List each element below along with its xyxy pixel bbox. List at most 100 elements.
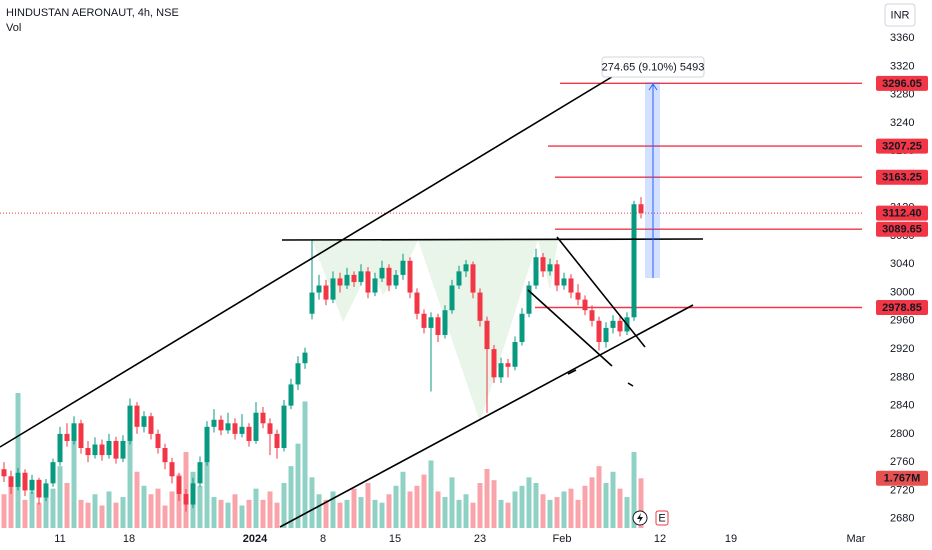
event-icon-bolt [637,513,643,523]
candle-body [638,204,644,214]
candle-body [414,292,420,314]
x-tick-label: 8 [320,533,326,545]
candle-body [379,267,385,279]
volume-bar [372,499,378,528]
candle-body [491,349,497,378]
volume-bar [162,505,168,528]
candle-body [211,419,217,427]
candle-body [323,285,329,300]
wedge-upper [556,236,646,348]
volume-bar [351,488,357,528]
y-tick-label: 3000 [890,286,914,298]
candle-body [568,278,574,293]
volume-bar [232,494,238,528]
volume-bar [519,485,525,528]
volume-bar [526,477,532,528]
volume-bar [337,502,343,528]
candle-body [316,285,322,293]
candle-body [176,476,182,494]
volume-bar [435,491,441,528]
earnings-icon-text: E [658,512,665,524]
candle-body [526,285,532,314]
volume-bar [92,494,98,528]
candle-body [470,264,476,293]
volume-bar [204,460,210,528]
x-tick-label: 18 [123,533,135,545]
currency-box[interactable] [884,3,916,27]
candle-body [120,440,126,459]
level-label-box [876,75,928,91]
y-tick-label: 2760 [890,456,914,468]
volume-bar [540,494,546,528]
volume-bar [197,485,203,528]
x-tick-label: Feb [553,533,572,545]
volume-bar [253,488,259,528]
volume-bar [267,491,273,528]
candle-body [85,448,91,456]
volume-bar [106,491,112,528]
volume-bar [477,483,483,528]
candle-body [512,342,518,367]
candle-body [78,423,84,449]
candle-body [344,274,350,286]
candle-body [169,462,175,477]
volume-bar [638,478,644,528]
neckline [281,238,704,241]
candle-body [596,320,602,343]
y-tick-label: 2880 [890,371,914,383]
volume-bar [533,483,539,528]
volume-bar [225,502,231,528]
candle-body [421,313,427,328]
volume-bar [603,483,609,528]
volume-bar [155,488,161,528]
volume-bar [176,474,182,528]
volume-bar [393,485,399,528]
volume-bar [8,485,14,528]
volume-layer [1,393,644,528]
chart-title: HINDUSTAN AERONAUT, 4h, NSE [6,7,179,19]
candle-body [22,472,28,491]
volume-bar [631,452,637,528]
candle-body [92,444,98,456]
volume-bar [484,468,490,528]
channel-upper [0,71,621,448]
level-label-box [876,169,928,185]
candle-body [8,476,14,487]
volume-bar [624,497,630,528]
candle-body [288,384,294,406]
volume-bar [330,491,336,528]
pattern-shoulder [312,240,418,322]
volume-bar [610,471,616,528]
volume-bar [407,491,413,528]
candles-layer [1,197,644,512]
candle-body [358,271,364,282]
volume-bar [218,499,224,528]
y-tick-label: 3040 [890,258,914,270]
earnings-icon[interactable] [655,510,669,526]
volume-bar [239,505,245,528]
volume-bar [309,477,315,528]
volume-bar [260,499,266,528]
level-label: 3296.05 [882,78,922,90]
volume-bar [428,460,434,528]
drawings [0,71,704,528]
volume-bar [568,488,574,528]
candle-body [260,412,266,424]
x-tick-label: 2024 [243,533,268,545]
candle-body [141,416,147,427]
candle-body [309,292,315,314]
volume-bar [99,505,105,528]
level-label: 3112.40 [882,208,921,220]
volume-bar [379,502,385,528]
volume-bar [302,401,308,528]
pattern-head [418,240,538,422]
candle-body [274,433,280,449]
candle-body [463,264,469,272]
candle-body [50,462,56,484]
volume-bar [463,494,469,528]
level-label-box [876,138,928,154]
volume-bar [281,483,287,528]
volume-bar [295,443,301,528]
candle-body [155,433,161,449]
